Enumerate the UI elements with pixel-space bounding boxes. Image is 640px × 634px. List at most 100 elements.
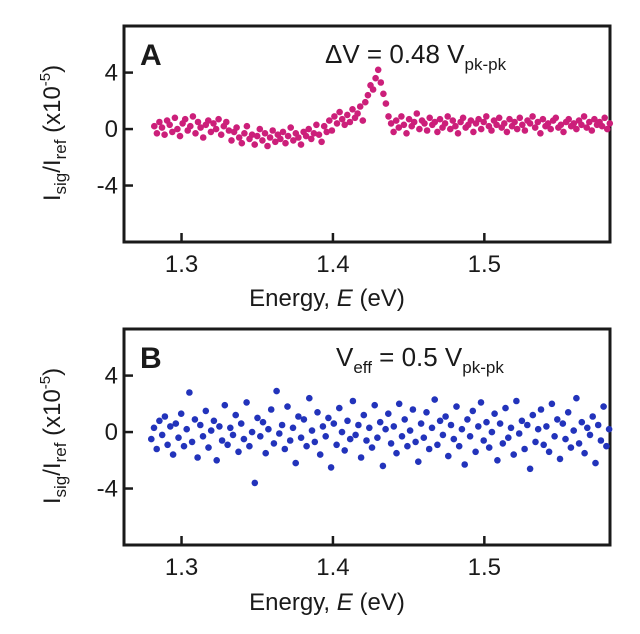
data-point xyxy=(404,442,411,450)
data-point xyxy=(164,441,171,449)
data-point xyxy=(516,114,524,122)
data-point xyxy=(455,442,463,450)
data-point xyxy=(320,122,328,130)
data-point xyxy=(158,431,166,439)
data-point xyxy=(305,125,313,133)
data-point xyxy=(559,420,567,427)
data-point xyxy=(241,130,248,137)
data-point xyxy=(439,431,447,439)
data-point xyxy=(483,113,490,120)
data-point xyxy=(297,434,305,442)
data-point xyxy=(161,413,169,420)
data-point xyxy=(192,130,199,137)
panel-b: 1.3 1.4 1.5 4 0 -4 B Veff = 0.5 Vpk-pk Isig/I… xyxy=(37,327,613,616)
data-point xyxy=(186,389,193,396)
data-point xyxy=(519,121,526,129)
data-point xyxy=(477,125,485,133)
data-point xyxy=(601,114,608,122)
data-point xyxy=(573,394,580,402)
data-point xyxy=(594,421,602,429)
data-point xyxy=(346,435,354,443)
data-point xyxy=(284,403,291,410)
data-point xyxy=(467,117,475,124)
x-axis-label-b: Energy, E (eV) xyxy=(249,589,405,616)
data-point xyxy=(398,113,405,120)
data-point xyxy=(266,134,274,141)
data-point xyxy=(240,435,248,443)
data-point xyxy=(372,74,379,82)
x-tick-label: 1.3 xyxy=(165,251,198,278)
data-point xyxy=(565,115,572,123)
panel-a: 1.3 1.4 1.5 4 0 -4 A ΔV = 0.48 Vpk-pk Isig/Ir… xyxy=(37,24,614,312)
data-point xyxy=(327,464,335,471)
data-point xyxy=(513,397,520,405)
data-point xyxy=(552,114,560,122)
data-point xyxy=(557,121,565,129)
data-point xyxy=(600,403,607,410)
ticks-a: 1.3 1.4 1.5 4 0 -4 xyxy=(97,60,501,278)
data-point xyxy=(428,424,436,432)
data-point xyxy=(369,86,377,93)
data-point xyxy=(421,120,428,127)
data-point xyxy=(580,113,588,120)
annotation-b: Veff = 0.5 Vpk-pk xyxy=(336,342,504,377)
data-point xyxy=(449,117,457,124)
data-point xyxy=(491,410,498,418)
data-point xyxy=(461,461,469,468)
data-point xyxy=(349,106,356,113)
data-point xyxy=(575,440,583,447)
data-point xyxy=(325,414,332,422)
data-point xyxy=(472,448,479,456)
x-axis-label-a: Energy, E (eV) xyxy=(249,285,405,312)
data-point xyxy=(259,418,267,426)
data-point xyxy=(308,427,316,434)
data-point xyxy=(395,400,403,408)
data-point xyxy=(169,451,177,458)
data-point xyxy=(606,120,614,127)
data-point xyxy=(216,423,223,430)
data-point xyxy=(161,131,168,138)
data-point xyxy=(425,445,433,453)
data-point xyxy=(390,128,397,136)
data-point xyxy=(598,122,606,130)
data-point xyxy=(475,115,482,123)
data-point xyxy=(436,115,444,123)
data-point xyxy=(243,399,250,406)
data-point xyxy=(586,431,594,439)
y-tick-label: -4 xyxy=(97,173,118,200)
data-point xyxy=(313,121,320,129)
data-point xyxy=(169,128,176,136)
data-point xyxy=(405,115,413,123)
data-point xyxy=(224,441,231,449)
data-point xyxy=(452,122,459,130)
data-point xyxy=(279,128,287,136)
data-points-a xyxy=(151,66,614,150)
data-point xyxy=(406,427,414,434)
data-point xyxy=(466,433,474,440)
data-point xyxy=(237,420,245,427)
data-point xyxy=(253,132,261,140)
data-point xyxy=(314,409,321,416)
data-point xyxy=(475,423,482,430)
data-point xyxy=(447,125,454,133)
data-point xyxy=(176,132,184,140)
data-point xyxy=(310,130,318,137)
data-point xyxy=(177,410,185,418)
data-point xyxy=(368,444,376,451)
data-point xyxy=(371,401,379,409)
data-point xyxy=(256,125,264,133)
data-point xyxy=(415,458,422,466)
data-point xyxy=(507,424,515,432)
y-tick-label: 4 xyxy=(105,60,118,87)
data-point xyxy=(570,120,578,127)
data-point xyxy=(470,128,477,136)
data-point xyxy=(153,445,160,453)
data-point xyxy=(311,438,319,446)
data-point xyxy=(232,411,239,419)
data-point xyxy=(521,445,528,453)
data-point xyxy=(447,421,455,429)
data-point xyxy=(554,416,561,423)
data-point xyxy=(290,137,297,144)
data-point xyxy=(442,413,449,420)
